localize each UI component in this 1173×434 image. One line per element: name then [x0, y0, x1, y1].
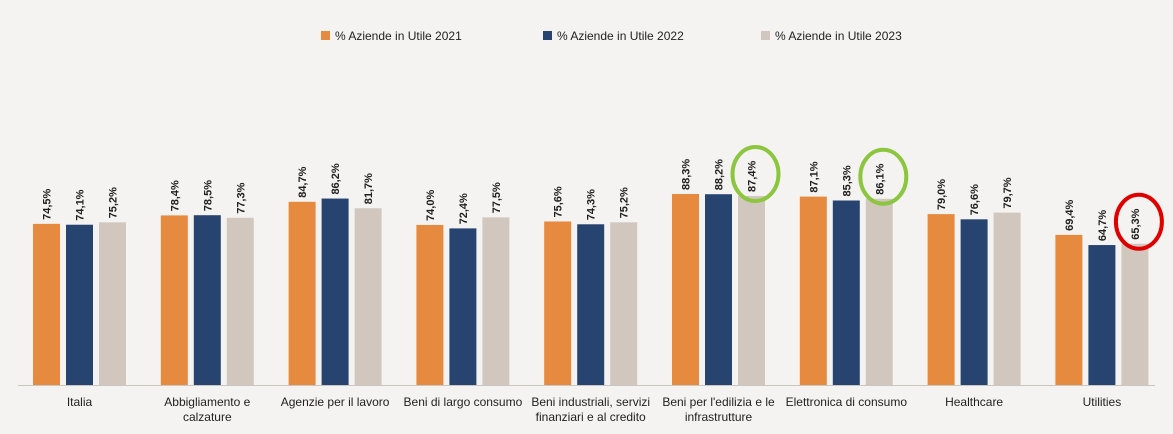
highlight-circle-1 — [730, 144, 781, 203]
value-label-5-series-2: 74,3% — [586, 189, 598, 220]
legend-swatch-1 — [321, 31, 330, 40]
value-label-2-series-1: 78,4% — [169, 180, 181, 211]
value-label-4-series-3: 77,5% — [491, 182, 503, 213]
bar-2-series-1 — [160, 215, 188, 385]
value-label-6-series-1: 88,3% — [681, 159, 693, 190]
bar-5-series-2 — [577, 224, 605, 385]
bar-4-series-3 — [482, 217, 510, 385]
value-label-4-series-1: 74,0% — [425, 190, 437, 221]
value-label-6-series-3: 87,4% — [747, 161, 759, 192]
bar-6-series-2 — [705, 194, 732, 385]
highlight-circle-3 — [1113, 192, 1164, 251]
bar-2-series-2 — [193, 215, 221, 385]
value-label-1-series-2: 74,1% — [75, 189, 87, 220]
value-label-9-series-3: 65,3% — [1130, 208, 1142, 239]
bar-1-series-1 — [33, 223, 60, 385]
bar-9-series-2 — [1088, 245, 1116, 385]
bar-4-series-1 — [416, 224, 444, 385]
category-label-7: Elettronica di consumo — [786, 395, 908, 409]
bar-6-series-1 — [672, 194, 699, 385]
bar-1-series-3 — [99, 222, 126, 385]
category-label-5: Beni industriali, servizi finanziari e al… — [531, 395, 650, 424]
legend-label-3: % Aziende in Utile 2023 — [775, 29, 902, 43]
legend-label-1: % Aziende in Utile 2021 — [335, 29, 462, 43]
category-label-3: Agenzie per il lavoro — [281, 395, 390, 409]
bar-2-series-3 — [226, 217, 254, 385]
bar-5-series-1 — [544, 221, 572, 385]
value-label-2-series-3: 77,3% — [235, 182, 247, 213]
legend-swatch-2 — [543, 31, 552, 40]
value-label-9-series-2: 64,7% — [1097, 210, 1109, 241]
category-label-6: Beni per l'edilizia e le infrastrutture — [662, 395, 775, 424]
value-label-7-series-3: 86,1% — [874, 163, 886, 194]
value-label-8-series-3: 79,7% — [1002, 177, 1014, 208]
highlight-circles — [730, 144, 1164, 251]
category-label-8: Healthcare — [945, 395, 1003, 409]
highlight-circle-2 — [858, 147, 909, 206]
value-label-1-series-1: 74,5% — [42, 188, 54, 219]
value-label-7-series-1: 87,1% — [808, 161, 820, 192]
category-label-9: Utilities — [1083, 395, 1122, 409]
bar-8-series-2 — [960, 219, 988, 385]
bar-3-series-1 — [288, 201, 316, 385]
bar-7-series-3 — [865, 198, 893, 385]
bar-5-series-3 — [610, 222, 638, 385]
category-labels: Italia Abbigliamento e calzature Agenzie pe… — [67, 395, 1121, 424]
bar-8-series-3 — [993, 212, 1021, 385]
legend-label-2: % Aziende in Utile 2022 — [557, 29, 684, 43]
bar-9-series-3 — [1121, 243, 1149, 385]
bars: 74,5% 74,1% 75,2% 78,4% 78,5% 77,3% 84,7% 86,2%… — [33, 159, 1149, 385]
value-label-9-series-1: 69,4% — [1064, 199, 1076, 230]
value-label-8-series-2: 76,6% — [969, 184, 981, 215]
value-label-7-series-2: 85,3% — [841, 165, 853, 196]
value-label-6-series-2: 88,2% — [714, 159, 726, 190]
value-label-3-series-1: 84,7% — [297, 166, 309, 197]
bar-1-series-2 — [66, 224, 93, 385]
category-label-2: Abbigliamento e calzature — [164, 395, 250, 424]
value-label-3-series-3: 81,7% — [363, 173, 375, 204]
value-label-8-series-1: 79,0% — [936, 179, 948, 210]
value-label-5-series-1: 75,6% — [553, 186, 565, 217]
bar-7-series-2 — [832, 200, 860, 385]
value-label-2-series-2: 78,5% — [202, 180, 214, 211]
legend: % Aziende in Utile 2021 % Aziende in Util… — [321, 29, 902, 43]
bar-3-series-2 — [321, 198, 349, 385]
value-label-4-series-2: 72,4% — [458, 193, 470, 224]
value-label-1-series-3: 75,2% — [108, 187, 120, 218]
bar-7-series-1 — [799, 196, 827, 385]
legend-swatch-3 — [761, 31, 770, 40]
bar-3-series-3 — [354, 208, 382, 385]
category-label-4: Beni di largo consumo — [404, 395, 523, 409]
bar-6-series-3 — [738, 195, 765, 385]
bar-9-series-1 — [1055, 234, 1083, 385]
value-label-5-series-3: 75,2% — [619, 187, 631, 218]
value-label-3-series-2: 86,2% — [330, 163, 342, 194]
bar-8-series-1 — [927, 214, 955, 385]
bar-4-series-2 — [449, 228, 477, 385]
category-label-1: Italia — [67, 395, 93, 409]
